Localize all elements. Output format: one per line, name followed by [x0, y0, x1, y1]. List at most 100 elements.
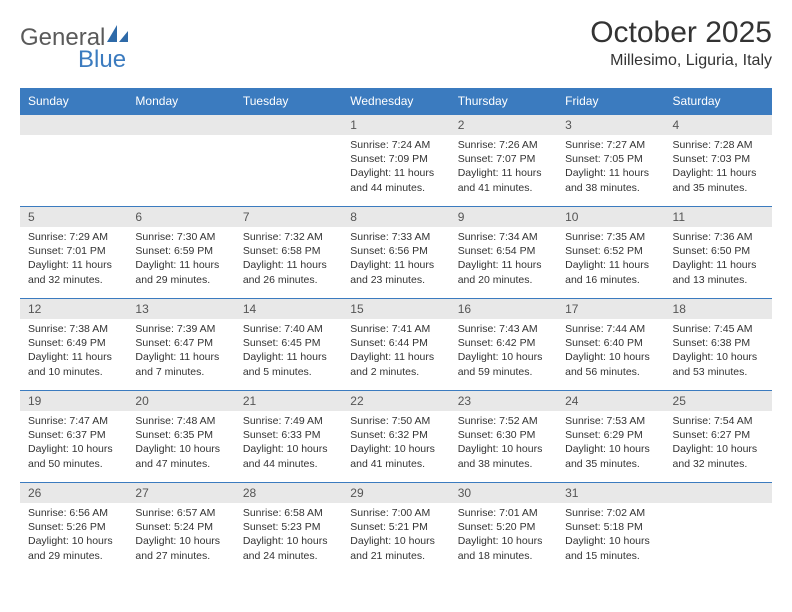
day-number: 31 [557, 482, 664, 503]
sunset-text: Sunset: 6:27 PM [673, 428, 764, 442]
daylight-text-2: and 24 minutes. [243, 549, 334, 563]
day-number: 10 [557, 206, 664, 227]
day-data: Sunrise: 7:33 AMSunset: 6:56 PMDaylight:… [342, 227, 449, 293]
day-number [20, 114, 127, 135]
sunset-text: Sunset: 7:09 PM [350, 152, 441, 166]
sunrise-text: Sunrise: 7:54 AM [673, 414, 764, 428]
sunrise-text: Sunrise: 7:01 AM [458, 506, 549, 520]
weekday-header: Thursday [450, 88, 557, 114]
daylight-text-2: and 20 minutes. [458, 273, 549, 287]
day-data: Sunrise: 6:58 AMSunset: 5:23 PMDaylight:… [235, 503, 342, 569]
calendar-cell: 22Sunrise: 7:50 AMSunset: 6:32 PMDayligh… [342, 390, 449, 482]
sunset-text: Sunset: 7:01 PM [28, 244, 119, 258]
logo: GeneralBlue [20, 24, 130, 74]
day-number: 17 [557, 298, 664, 319]
logo-sail-icon [106, 24, 130, 47]
sunset-text: Sunset: 6:29 PM [565, 428, 656, 442]
sunset-text: Sunset: 6:42 PM [458, 336, 549, 350]
day-number: 15 [342, 298, 449, 319]
sunset-text: Sunset: 5:23 PM [243, 520, 334, 534]
sunrise-text: Sunrise: 7:02 AM [565, 506, 656, 520]
daylight-text-2: and 5 minutes. [243, 365, 334, 379]
daylight-text-2: and 7 minutes. [135, 365, 226, 379]
day-data: Sunrise: 7:01 AMSunset: 5:20 PMDaylight:… [450, 503, 557, 569]
calendar-cell: 21Sunrise: 7:49 AMSunset: 6:33 PMDayligh… [235, 390, 342, 482]
calendar-row: 19Sunrise: 7:47 AMSunset: 6:37 PMDayligh… [20, 390, 772, 482]
day-data: Sunrise: 7:00 AMSunset: 5:21 PMDaylight:… [342, 503, 449, 569]
daylight-text-1: Daylight: 11 hours [350, 166, 441, 180]
day-data: Sunrise: 7:36 AMSunset: 6:50 PMDaylight:… [665, 227, 772, 293]
day-data: Sunrise: 7:02 AMSunset: 5:18 PMDaylight:… [557, 503, 664, 569]
sunrise-text: Sunrise: 7:00 AM [350, 506, 441, 520]
day-number [665, 482, 772, 503]
sunrise-text: Sunrise: 6:57 AM [135, 506, 226, 520]
day-number: 5 [20, 206, 127, 227]
day-number: 28 [235, 482, 342, 503]
weekday-header-row: Sunday Monday Tuesday Wednesday Thursday… [20, 88, 772, 114]
calendar-cell [665, 482, 772, 574]
calendar-cell: 23Sunrise: 7:52 AMSunset: 6:30 PMDayligh… [450, 390, 557, 482]
daylight-text-2: and 21 minutes. [350, 549, 441, 563]
day-data: Sunrise: 7:47 AMSunset: 6:37 PMDaylight:… [20, 411, 127, 477]
sunrise-text: Sunrise: 7:38 AM [28, 322, 119, 336]
day-number: 29 [342, 482, 449, 503]
calendar-cell [235, 114, 342, 206]
calendar-cell: 24Sunrise: 7:53 AMSunset: 6:29 PMDayligh… [557, 390, 664, 482]
daylight-text-2: and 59 minutes. [458, 365, 549, 379]
daylight-text-2: and 26 minutes. [243, 273, 334, 287]
daylight-text-1: Daylight: 10 hours [565, 534, 656, 548]
day-data: Sunrise: 7:54 AMSunset: 6:27 PMDaylight:… [665, 411, 772, 477]
daylight-text-2: and 32 minutes. [28, 273, 119, 287]
sunset-text: Sunset: 5:20 PM [458, 520, 549, 534]
weekday-header: Saturday [665, 88, 772, 114]
calendar-cell: 11Sunrise: 7:36 AMSunset: 6:50 PMDayligh… [665, 206, 772, 298]
calendar-cell [127, 114, 234, 206]
weekday-header: Friday [557, 88, 664, 114]
day-number: 25 [665, 390, 772, 411]
day-number: 9 [450, 206, 557, 227]
day-number: 1 [342, 114, 449, 135]
daylight-text-2: and 29 minutes. [135, 273, 226, 287]
sunrise-text: Sunrise: 7:52 AM [458, 414, 549, 428]
daylight-text-1: Daylight: 11 hours [135, 350, 226, 364]
daylight-text-2: and 53 minutes. [673, 365, 764, 379]
day-data: Sunrise: 6:56 AMSunset: 5:26 PMDaylight:… [20, 503, 127, 569]
sunset-text: Sunset: 6:37 PM [28, 428, 119, 442]
daylight-text-1: Daylight: 11 hours [243, 258, 334, 272]
day-data: Sunrise: 7:30 AMSunset: 6:59 PMDaylight:… [127, 227, 234, 293]
sunset-text: Sunset: 6:58 PM [243, 244, 334, 258]
day-data: Sunrise: 7:43 AMSunset: 6:42 PMDaylight:… [450, 319, 557, 385]
calendar-cell: 5Sunrise: 7:29 AMSunset: 7:01 PMDaylight… [20, 206, 127, 298]
page-title: October 2025 [590, 16, 772, 50]
day-data: Sunrise: 7:49 AMSunset: 6:33 PMDaylight:… [235, 411, 342, 477]
daylight-text-1: Daylight: 11 hours [350, 350, 441, 364]
sunset-text: Sunset: 5:21 PM [350, 520, 441, 534]
day-number: 14 [235, 298, 342, 319]
daylight-text-1: Daylight: 11 hours [28, 350, 119, 364]
day-data: Sunrise: 7:29 AMSunset: 7:01 PMDaylight:… [20, 227, 127, 293]
weekday-header: Sunday [20, 88, 127, 114]
daylight-text-2: and 56 minutes. [565, 365, 656, 379]
calendar-cell: 20Sunrise: 7:48 AMSunset: 6:35 PMDayligh… [127, 390, 234, 482]
sunrise-text: Sunrise: 7:49 AM [243, 414, 334, 428]
sunset-text: Sunset: 6:54 PM [458, 244, 549, 258]
daylight-text-1: Daylight: 10 hours [458, 350, 549, 364]
daylight-text-2: and 10 minutes. [28, 365, 119, 379]
sunrise-text: Sunrise: 7:32 AM [243, 230, 334, 244]
day-number: 4 [665, 114, 772, 135]
daylight-text-1: Daylight: 10 hours [350, 442, 441, 456]
day-data: Sunrise: 7:41 AMSunset: 6:44 PMDaylight:… [342, 319, 449, 385]
sunset-text: Sunset: 6:56 PM [350, 244, 441, 258]
sunset-text: Sunset: 6:30 PM [458, 428, 549, 442]
daylight-text-2: and 23 minutes. [350, 273, 441, 287]
day-data: Sunrise: 7:34 AMSunset: 6:54 PMDaylight:… [450, 227, 557, 293]
calendar-body: 1Sunrise: 7:24 AMSunset: 7:09 PMDaylight… [20, 114, 772, 574]
calendar-cell: 10Sunrise: 7:35 AMSunset: 6:52 PMDayligh… [557, 206, 664, 298]
sunrise-text: Sunrise: 7:36 AM [673, 230, 764, 244]
calendar-cell: 3Sunrise: 7:27 AMSunset: 7:05 PMDaylight… [557, 114, 664, 206]
daylight-text-1: Daylight: 10 hours [28, 534, 119, 548]
day-number [235, 114, 342, 135]
sunrise-text: Sunrise: 7:45 AM [673, 322, 764, 336]
daylight-text-1: Daylight: 10 hours [565, 350, 656, 364]
daylight-text-2: and 47 minutes. [135, 457, 226, 471]
